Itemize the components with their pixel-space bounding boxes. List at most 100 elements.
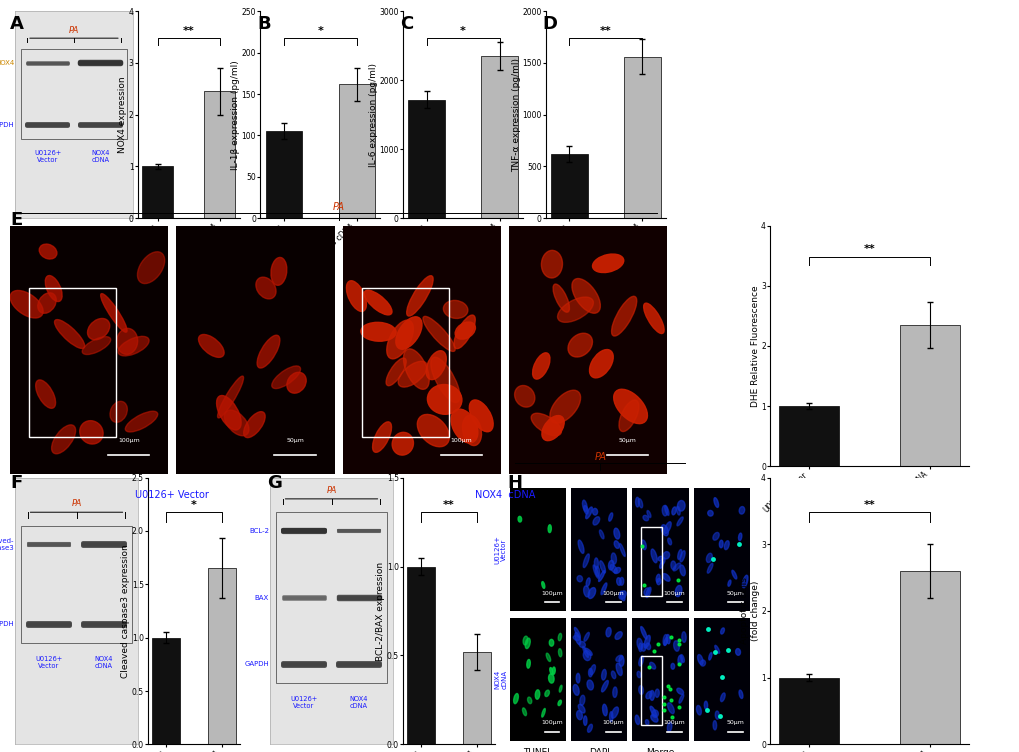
Y-axis label: TNF-α expression (pg/ml): TNF-α expression (pg/ml) <box>512 58 521 171</box>
Ellipse shape <box>723 541 729 550</box>
Ellipse shape <box>680 565 685 576</box>
Ellipse shape <box>657 556 662 561</box>
Text: E: E <box>10 211 22 229</box>
Ellipse shape <box>610 553 615 564</box>
Ellipse shape <box>443 300 468 318</box>
Ellipse shape <box>613 390 647 423</box>
Text: 50μm: 50μm <box>618 438 636 443</box>
Ellipse shape <box>608 560 613 570</box>
Ellipse shape <box>663 522 671 533</box>
Ellipse shape <box>592 254 624 272</box>
Text: H: H <box>506 474 522 492</box>
Ellipse shape <box>662 574 669 581</box>
Ellipse shape <box>110 402 127 423</box>
Ellipse shape <box>713 498 718 508</box>
Ellipse shape <box>407 276 433 316</box>
Ellipse shape <box>664 505 668 515</box>
Ellipse shape <box>637 638 642 650</box>
Ellipse shape <box>575 632 580 644</box>
Bar <box>640 526 661 596</box>
Ellipse shape <box>582 646 588 657</box>
Ellipse shape <box>582 500 587 511</box>
Text: 100μm: 100μm <box>602 720 624 726</box>
Ellipse shape <box>83 337 111 354</box>
Text: A: A <box>10 15 24 33</box>
Ellipse shape <box>551 667 554 675</box>
Ellipse shape <box>549 390 580 423</box>
Ellipse shape <box>10 290 43 318</box>
Text: 50μm: 50μm <box>726 720 744 726</box>
Ellipse shape <box>572 278 600 314</box>
Ellipse shape <box>271 257 286 285</box>
Ellipse shape <box>88 318 110 340</box>
Ellipse shape <box>578 705 585 713</box>
Ellipse shape <box>676 506 680 515</box>
Text: BCL-2: BCL-2 <box>249 528 269 534</box>
Ellipse shape <box>518 517 521 522</box>
Ellipse shape <box>718 540 722 547</box>
Ellipse shape <box>601 681 607 692</box>
Ellipse shape <box>666 722 672 732</box>
Y-axis label: NOX4 expression: NOX4 expression <box>118 77 127 153</box>
Ellipse shape <box>256 277 276 299</box>
Ellipse shape <box>645 643 650 650</box>
Ellipse shape <box>735 648 740 655</box>
Ellipse shape <box>599 530 603 539</box>
Ellipse shape <box>672 507 676 515</box>
Ellipse shape <box>573 635 580 641</box>
Ellipse shape <box>616 578 621 585</box>
Ellipse shape <box>613 528 620 539</box>
Ellipse shape <box>547 525 551 532</box>
Bar <box>407 566 434 744</box>
Ellipse shape <box>454 322 475 339</box>
Ellipse shape <box>364 290 391 315</box>
Ellipse shape <box>573 684 579 696</box>
Ellipse shape <box>649 690 654 700</box>
Ellipse shape <box>558 649 561 656</box>
Ellipse shape <box>649 706 656 717</box>
Text: GAPDH: GAPDH <box>0 122 14 128</box>
Ellipse shape <box>654 689 658 697</box>
Ellipse shape <box>584 632 589 641</box>
Ellipse shape <box>395 317 422 349</box>
Bar <box>208 569 235 744</box>
Text: GAPDH: GAPDH <box>245 662 269 667</box>
Ellipse shape <box>659 562 662 569</box>
Ellipse shape <box>635 497 639 507</box>
Text: NOX4
cDNA: NOX4 cDNA <box>95 656 113 669</box>
Bar <box>362 287 448 436</box>
Ellipse shape <box>271 366 301 389</box>
Y-axis label: IL-6 expression (pg/ml): IL-6 expression (pg/ml) <box>369 62 377 167</box>
Ellipse shape <box>244 411 265 438</box>
Ellipse shape <box>708 653 711 660</box>
Ellipse shape <box>36 380 56 408</box>
Ellipse shape <box>615 655 623 662</box>
Text: NOX4
cDNA: NOX4 cDNA <box>91 150 109 163</box>
Ellipse shape <box>585 507 592 519</box>
Ellipse shape <box>646 511 650 517</box>
Ellipse shape <box>116 329 138 354</box>
Ellipse shape <box>609 711 612 722</box>
Bar <box>463 652 490 744</box>
Ellipse shape <box>583 716 586 726</box>
Ellipse shape <box>635 715 639 725</box>
Text: 100μm: 100μm <box>602 590 624 596</box>
Ellipse shape <box>514 693 518 704</box>
Ellipse shape <box>645 587 650 598</box>
Ellipse shape <box>430 357 460 402</box>
Bar <box>779 406 839 466</box>
Text: F: F <box>10 474 22 492</box>
Ellipse shape <box>101 293 127 332</box>
Ellipse shape <box>592 508 597 515</box>
Ellipse shape <box>719 628 723 634</box>
Ellipse shape <box>372 422 391 453</box>
Ellipse shape <box>679 694 683 703</box>
Text: Cleaved-
caspase3: Cleaved- caspase3 <box>0 538 14 550</box>
Ellipse shape <box>199 335 224 357</box>
Ellipse shape <box>620 578 624 585</box>
Ellipse shape <box>671 663 674 669</box>
Ellipse shape <box>667 538 671 545</box>
Text: *: * <box>460 26 466 36</box>
Ellipse shape <box>404 349 429 390</box>
Ellipse shape <box>39 244 57 259</box>
